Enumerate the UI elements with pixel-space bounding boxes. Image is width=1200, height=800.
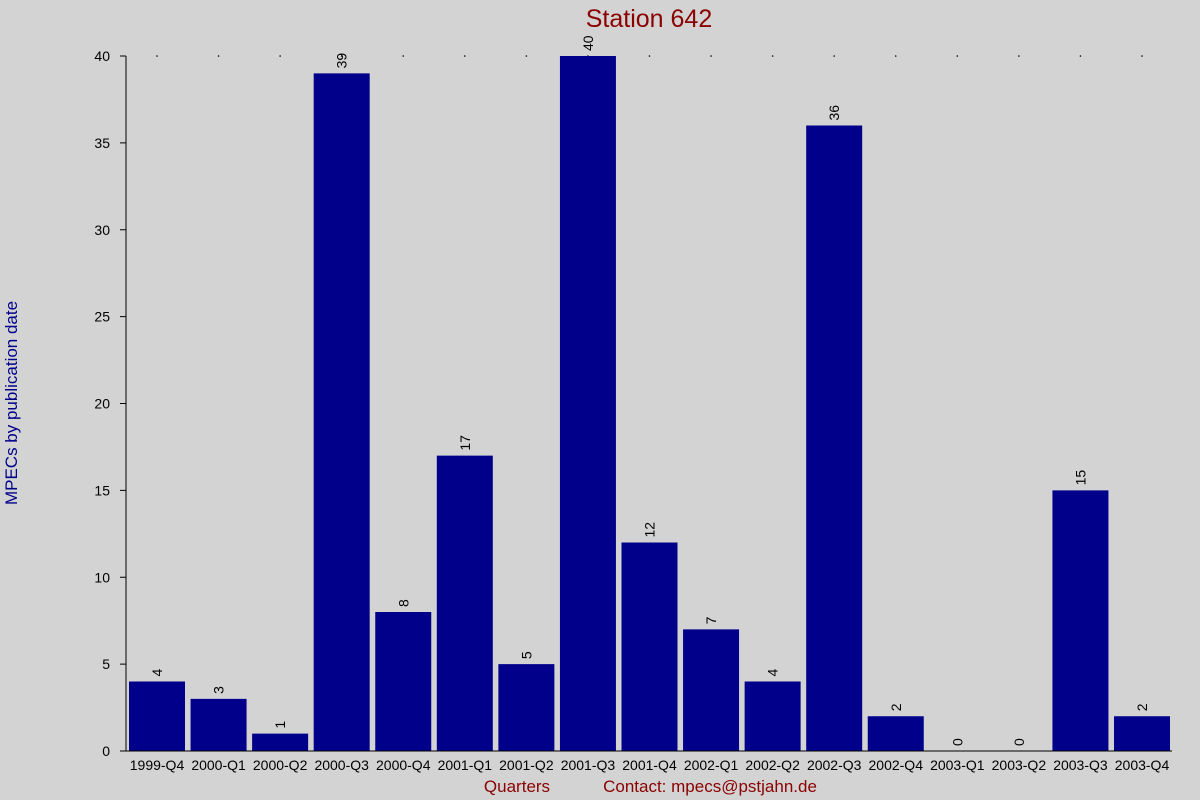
bar-value-label: 36 [826, 105, 842, 121]
bar-value-label: 15 [1072, 470, 1088, 486]
bars [129, 56, 1170, 751]
contact-note: Contact: mpecs@pstjahn.de [603, 777, 817, 796]
bar-2002-Q1 [683, 629, 740, 751]
y-tick-label: 30 [94, 222, 110, 238]
top-marker-dot [340, 55, 343, 57]
bar-value-label: 39 [334, 53, 350, 69]
x-tick-label: 2000-Q1 [191, 757, 246, 773]
bar-value-label: 12 [642, 522, 658, 538]
bar-2000-Q4 [375, 612, 432, 751]
bar-2001-Q1 [436, 455, 493, 751]
bar-value-label: 4 [149, 669, 165, 677]
bar-2000-Q3 [313, 73, 370, 751]
bar-value-labels: 4 3 1 39 8 17 5 40 12 7 4 36 2 0 0 15 2 [149, 35, 1150, 746]
bar-2000-Q2 [252, 733, 309, 751]
top-marker-dot [525, 55, 528, 57]
bar-2003-Q3 [1052, 490, 1109, 751]
x-tick-label: 2001-Q3 [561, 757, 616, 773]
top-marker-dot [833, 55, 835, 57]
x-tick-label: 2003-Q1 [930, 757, 985, 773]
bar-value-label: 2 [1134, 703, 1150, 711]
bar-1999-Q4 [129, 681, 185, 751]
bar-value-label: 2 [888, 703, 904, 711]
bar-2001-Q3 [559, 56, 616, 751]
bar-value-label: 40 [580, 35, 596, 51]
bar-value-label: 0 [1011, 738, 1027, 746]
x-tick-label: 2003-Q3 [1053, 757, 1108, 773]
bar-value-label: 1 [272, 721, 288, 729]
bar-2002-Q4 [867, 716, 924, 751]
bar-value-label: 17 [457, 435, 473, 451]
y-tick-label: 35 [94, 135, 110, 151]
top-marker-dot [217, 55, 220, 57]
x-axis-label: Quarters [484, 777, 550, 796]
top-marker-dot [1079, 55, 1082, 57]
y-tick-label: 40 [94, 48, 110, 64]
top-marker-dot [464, 55, 466, 57]
y-axis-label: MPECs by publication date [2, 301, 21, 505]
x-tick-label: 2002-Q2 [745, 757, 800, 773]
x-tick-label: 2001-Q4 [622, 757, 677, 773]
top-marker-dot [156, 55, 158, 57]
y-tick-label: 15 [94, 482, 110, 498]
top-marker-dot [648, 55, 651, 57]
y-tick-label: 10 [94, 569, 110, 585]
x-tick-labels: 1999-Q4 2000-Q1 2000-Q2 2000-Q3 2000-Q4 2001-… [130, 757, 1170, 773]
x-tick-label: 2000-Q3 [314, 757, 369, 773]
bar-2003-Q4 [1114, 716, 1170, 751]
bar-2001-Q2 [498, 664, 555, 751]
x-tick-label: 1999-Q4 [130, 757, 185, 773]
y-tick-label: 25 [94, 309, 110, 325]
x-tick-label: 2000-Q4 [376, 757, 431, 773]
x-tick-label: 2002-Q1 [684, 757, 739, 773]
bar-value-label: 8 [395, 599, 411, 607]
bar-value-label: 7 [703, 616, 719, 624]
x-tick-label: 2000-Q2 [253, 757, 308, 773]
y-tick-label: 20 [94, 396, 110, 412]
chart-title: Station 642 [586, 5, 713, 33]
x-tick-label: 2003-Q4 [1115, 757, 1170, 773]
top-marker-dot [1141, 55, 1143, 57]
x-tick-label: 2001-Q2 [499, 757, 554, 773]
bar-value-label: 4 [765, 669, 781, 677]
top-marker-dot [710, 55, 712, 57]
bar-2001-Q4 [621, 542, 678, 751]
top-marker-dot [771, 55, 774, 57]
bar-2000-Q1 [190, 698, 247, 751]
bar-value-label: 0 [949, 738, 965, 746]
top-marker-dot [956, 55, 959, 57]
x-tick-label: 2001-Q1 [438, 757, 493, 773]
top-marker-dot [402, 55, 405, 57]
top-marker-dot [1018, 55, 1020, 57]
bar-2002-Q3 [806, 125, 863, 751]
x-tick-label: 2002-Q4 [869, 757, 924, 773]
bar-value-label: 5 [518, 651, 534, 659]
y-tick-label: 5 [102, 656, 110, 672]
top-marker-dot [894, 55, 897, 57]
bar-2002-Q2 [744, 681, 801, 751]
top-marker-dot [279, 55, 281, 57]
x-tick-label: 2003-Q2 [992, 757, 1047, 773]
x-tick-label: 2002-Q3 [807, 757, 862, 773]
y-tick-label: 0 [102, 743, 110, 759]
bar-value-label: 3 [211, 686, 227, 694]
